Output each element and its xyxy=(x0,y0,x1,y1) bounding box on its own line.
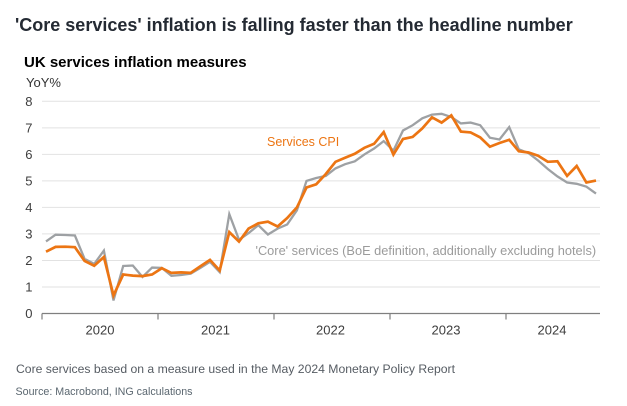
svg-text:8: 8 xyxy=(25,94,32,109)
svg-text:1: 1 xyxy=(25,279,32,294)
svg-text:4: 4 xyxy=(25,200,32,215)
svg-text:2021: 2021 xyxy=(201,322,230,337)
svg-text:2: 2 xyxy=(25,253,32,268)
svg-text:7: 7 xyxy=(25,120,32,135)
svg-text:Services CPI: Services CPI xyxy=(267,135,339,149)
svg-text:2020: 2020 xyxy=(86,322,115,337)
svg-text:3: 3 xyxy=(25,226,32,241)
svg-text:'Core' services (BoE definitio: 'Core' services (BoE definition, additio… xyxy=(256,243,597,258)
svg-text:5: 5 xyxy=(25,173,32,188)
svg-text:2022: 2022 xyxy=(316,322,345,337)
svg-text:6: 6 xyxy=(25,147,32,162)
svg-text:2023: 2023 xyxy=(432,322,461,337)
svg-text:2024: 2024 xyxy=(538,322,567,337)
svg-text:0: 0 xyxy=(25,306,32,321)
